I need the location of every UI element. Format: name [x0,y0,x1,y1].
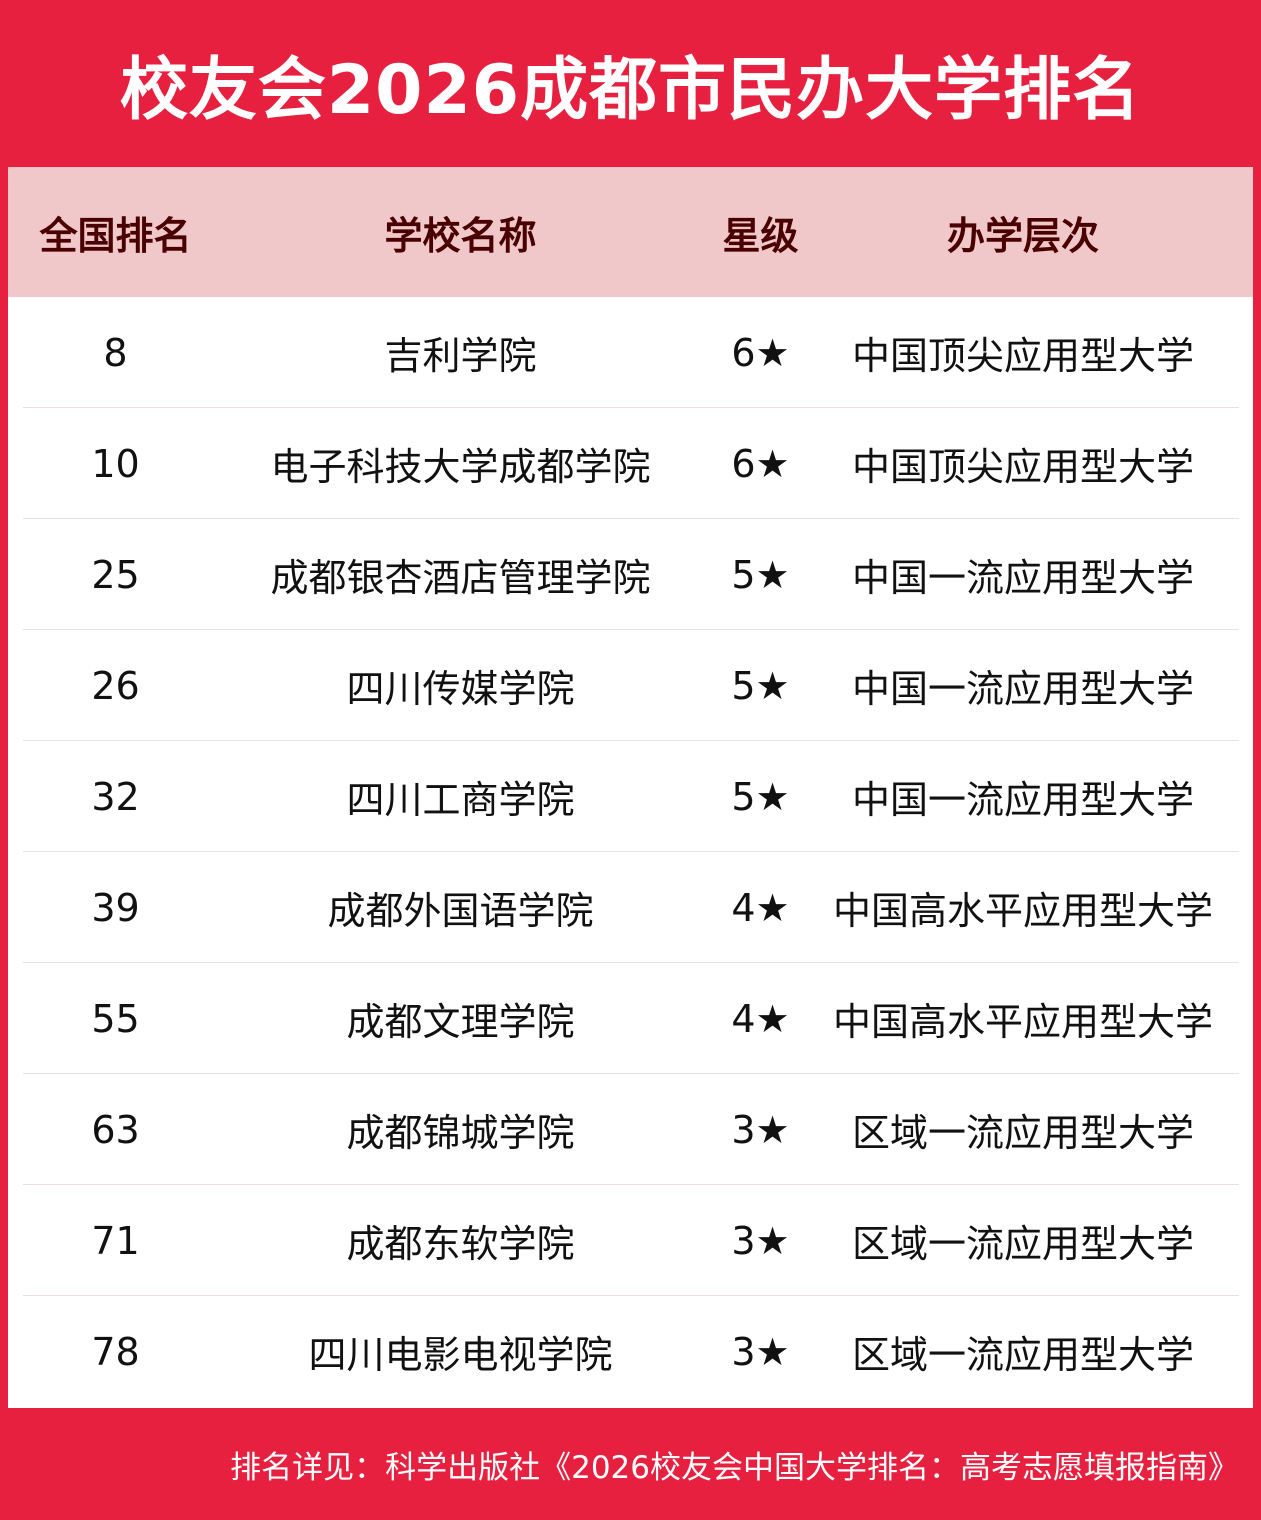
footer-text: 排名详见：科学出版社《2026校友会中国大学排名：高考志愿填报指南》 [230,1449,1239,1486]
school-name-cell: 成都东软学院 [346,1222,575,1266]
level-cell: 中国顶尖应用型大学 [851,445,1194,489]
table-row: 78 四川电影电视学院 3★ 区域一流应用型大学 [8,1296,1253,1407]
school-name-cell: 成都锦城学院 [346,1111,575,1155]
level-cell: 区域一流应用型大学 [851,1222,1194,1266]
school-name-cell: 成都外国语学院 [327,889,594,933]
school-name-cell: 电子科技大学成都学院 [270,445,651,489]
level-cell: 中国一流应用型大学 [851,667,1194,711]
page-title: 校友会2026成都市民办大学排名 [119,51,1142,130]
level-cell: 中国高水平应用型大学 [832,1000,1213,1044]
rank-cell: 8 [103,330,128,375]
rank-cell: 25 [91,552,140,597]
school-name-cell: 四川传媒学院 [346,667,575,711]
table-row: 71 成都东软学院 3★ 区域一流应用型大学 [8,1185,1253,1296]
column-header-level: 办学层次 [946,213,1099,258]
level-cell: 区域一流应用型大学 [851,1111,1194,1155]
level-cell: 区域一流应用型大学 [851,1333,1194,1377]
column-header-name: 学校名称 [384,213,537,258]
table-row: 55 成都文理学院 4★ 中国高水平应用型大学 [8,963,1253,1074]
school-name-cell: 四川电影电视学院 [308,1333,613,1377]
table-row: 39 成都外国语学院 4★ 中国高水平应用型大学 [8,852,1253,963]
stars-cell: 6★ [731,330,790,375]
table-header: 全国排名 学校名称 星级 办学层次 [8,167,1253,297]
table-row: 10 电子科技大学成都学院 6★ 中国顶尖应用型大学 [8,408,1253,519]
stars-cell: 4★ [731,885,790,930]
table-row: 25 成都银杏酒店管理学院 5★ 中国一流应用型大学 [8,519,1253,630]
stars-cell: 3★ [731,1218,790,1263]
school-name-cell: 吉利学院 [384,334,537,378]
level-cell: 中国一流应用型大学 [851,556,1194,600]
level-cell: 中国顶尖应用型大学 [851,334,1194,378]
rank-cell: 63 [91,1107,140,1152]
table-row: 63 成都锦城学院 3★ 区域一流应用型大学 [8,1074,1253,1185]
footer-note: 排名详见：科学出版社《2026校友会中国大学排名：高考志愿填报指南》 [0,1408,1261,1520]
stars-cell: 5★ [731,663,790,708]
rank-cell: 32 [91,774,140,819]
stars-cell: 5★ [731,552,790,597]
column-header-stars: 星级 [722,213,799,258]
rank-cell: 55 [91,996,140,1041]
rank-cell: 71 [91,1218,140,1263]
stars-cell: 4★ [731,996,790,1041]
rank-cell: 10 [91,441,140,486]
stars-cell: 6★ [731,441,790,486]
stars-cell: 5★ [731,774,790,819]
table-row: 26 四川传媒学院 5★ 中国一流应用型大学 [8,630,1253,741]
stars-cell: 3★ [731,1329,790,1374]
school-name-cell: 成都银杏酒店管理学院 [270,556,651,600]
column-header-rank: 全国排名 [39,213,192,258]
ranking-table: 全国排名 学校名称 星级 办学层次 8 吉利学院 6★ 中国顶尖应用型大学 10 电子科技… [8,167,1253,1408]
school-name-cell: 成都文理学院 [346,1000,575,1044]
level-cell: 中国高水平应用型大学 [832,889,1213,933]
table-row: 32 四川工商学院 5★ 中国一流应用型大学 [8,741,1253,852]
rank-cell: 26 [91,663,140,708]
table-row: 8 吉利学院 6★ 中国顶尖应用型大学 [8,297,1253,408]
stars-cell: 3★ [731,1107,790,1152]
rank-cell: 78 [91,1329,140,1374]
school-name-cell: 四川工商学院 [346,778,575,822]
rank-cell: 39 [91,885,140,930]
level-cell: 中国一流应用型大学 [851,778,1194,822]
